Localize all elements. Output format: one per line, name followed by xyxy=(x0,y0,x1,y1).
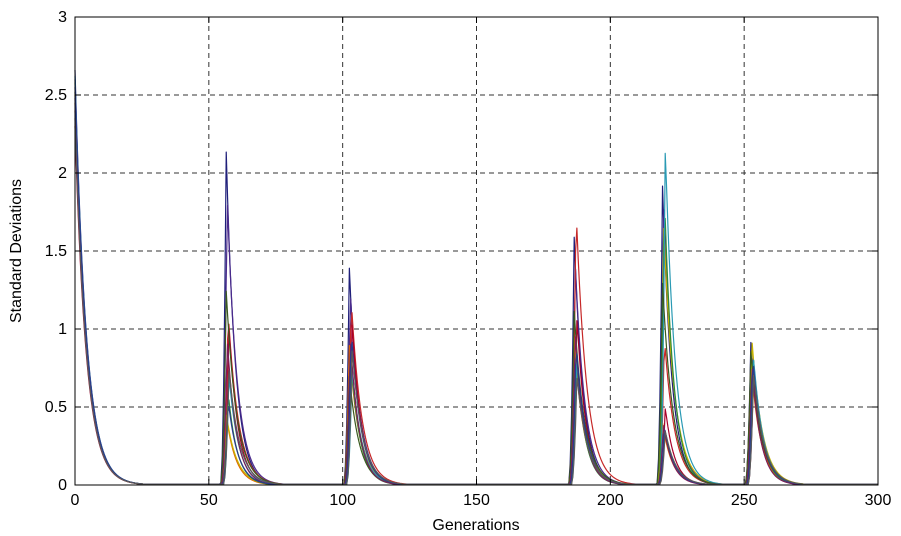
x-tick-label: 150 xyxy=(463,492,490,509)
y-tick-label: 0 xyxy=(58,477,67,494)
y-tick-label: 3 xyxy=(58,9,67,26)
x-tick-label: 250 xyxy=(731,492,758,509)
x-tick-label: 200 xyxy=(597,492,624,509)
x-tick-label: 0 xyxy=(71,492,80,509)
x-tick-label: 100 xyxy=(329,492,356,509)
grid-lines xyxy=(75,17,878,485)
y-tick-label: 2.5 xyxy=(45,87,67,104)
series-line xyxy=(74,102,878,485)
x-tick-labels: 0 50 100 150 200 250 300 xyxy=(71,492,892,509)
y-tick-label: 0.5 xyxy=(45,399,67,416)
x-axis-title: Generations xyxy=(432,517,519,534)
y-tick-label: 1 xyxy=(58,321,67,338)
axis-ticks xyxy=(74,16,879,486)
y-tick-labels: 0 0.5 1 1.5 2 2.5 3 xyxy=(45,9,67,494)
y-tick-label: 1.5 xyxy=(45,243,67,260)
x-tick-label: 50 xyxy=(200,492,218,509)
y-axis-title: Standard Deviations xyxy=(8,179,25,323)
y-tick-label: 2 xyxy=(58,165,67,182)
x-tick-label: 300 xyxy=(865,492,892,509)
